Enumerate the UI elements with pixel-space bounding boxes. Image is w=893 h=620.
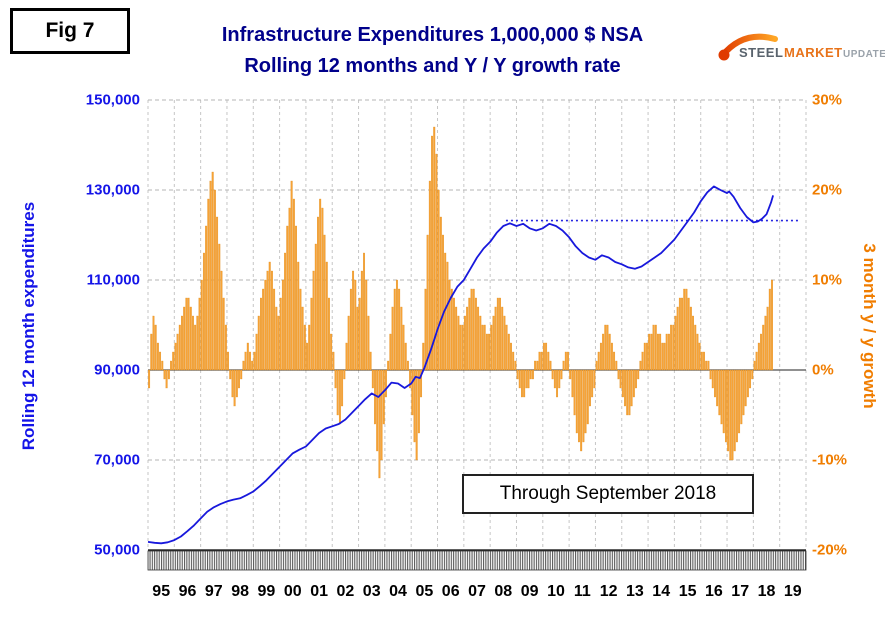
x-tick: 01 (310, 583, 328, 600)
annotation-box: Through September 2018 (462, 474, 754, 514)
y-left-tick: 90,000 (94, 362, 140, 379)
x-tick: 05 (416, 583, 434, 600)
y-right-tick: -10% (812, 452, 847, 469)
x-tick-labels: 95 96 97 98 99 00 01 02 03 04 05 06 07 08 09 10 11 12 13 14… (152, 583, 801, 600)
x-tick: 18 (758, 583, 776, 600)
chart-title: Infrastructure Expenditures 1,000,000 $ … (140, 20, 725, 82)
x-tick: 14 (652, 583, 670, 600)
monthly-tick-band (147, 550, 807, 571)
y-right-tick: 10% (812, 272, 842, 289)
y-right-tick: 20% (812, 182, 842, 199)
x-tick: 00 (284, 583, 302, 600)
y-left-tick: 110,000 (87, 272, 140, 289)
x-tick: 08 (494, 583, 512, 600)
x-tick: 12 (600, 583, 618, 600)
smu-logo: STEEL MARKET UPDATE (717, 26, 886, 70)
y-right-tick: 0% (812, 362, 834, 379)
x-tick: 07 (468, 583, 486, 600)
x-tick: 16 (705, 583, 723, 600)
x-tick: 95 (152, 583, 170, 600)
x-tick: 17 (731, 583, 749, 600)
y-right-tick: 30% (812, 92, 842, 109)
x-tick: 99 (258, 583, 276, 600)
chart-title-line2: Rolling 12 months and Y / Y growth rate (244, 55, 621, 77)
y-left-tick: 150,000 (86, 92, 140, 109)
x-tick: 96 (179, 583, 197, 600)
smu-logo-swoosh-icon (718, 33, 778, 61)
expenditures-line-series (147, 185, 774, 545)
y-right-tick: -20% (812, 542, 847, 559)
logo-word-update: UPDATE (843, 49, 885, 60)
x-tick: 02 (337, 583, 355, 600)
x-tick: 10 (547, 583, 565, 600)
horizontal-gridlines (148, 99, 806, 551)
x-tick: 06 (442, 583, 460, 600)
x-tick: 98 (231, 583, 249, 600)
x-tick: 04 (389, 583, 407, 600)
y-right-tick-labels: 30% 20% 10% 0% -10% -20% (812, 92, 847, 559)
fig-number-badge: Fig 7 (10, 8, 130, 54)
x-tick: 03 (363, 583, 381, 600)
chart-title-line1: Infrastructure Expenditures 1,000,000 $ … (221, 24, 644, 46)
x-tick: 09 (521, 583, 539, 600)
logo-word-market: MARKET (784, 45, 843, 60)
x-tick: 97 (205, 583, 223, 600)
growth-bars-series (148, 126, 773, 479)
logo-word-steel: STEEL (739, 45, 783, 60)
x-tick: 13 (626, 583, 644, 600)
y-left-tick: 50,000 (94, 542, 140, 559)
y-left-tick: 130,000 (86, 182, 140, 199)
y-left-tick: 70,000 (94, 452, 140, 469)
y-left-tick-labels: 150,000 130,000 110,000 90,000 70,000 50,000 (86, 92, 140, 559)
x-tick: 15 (679, 583, 697, 600)
x-tick: 11 (574, 583, 591, 600)
x-tick: 19 (784, 583, 802, 600)
